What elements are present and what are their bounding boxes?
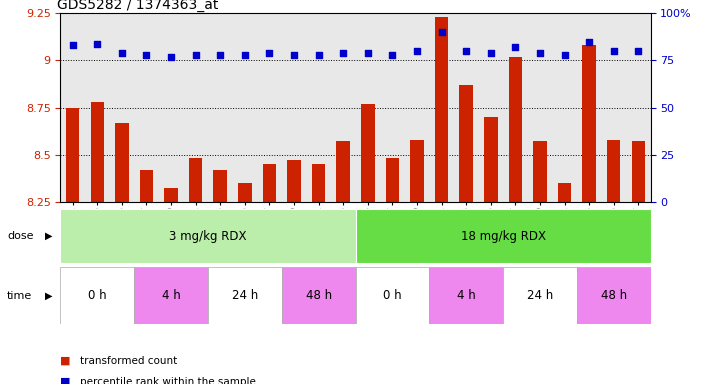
- Bar: [90, 102, 104, 202]
- Text: time: time: [7, 291, 33, 301]
- Point: [141, 52, 152, 58]
- Point: [289, 52, 300, 58]
- Bar: [140, 170, 154, 202]
- Text: 3 mg/kg RDX: 3 mg/kg RDX: [169, 230, 247, 243]
- Text: 18 mg/kg RDX: 18 mg/kg RDX: [461, 230, 545, 243]
- Point: [559, 52, 570, 58]
- Bar: [262, 164, 276, 202]
- Point: [510, 44, 521, 50]
- Point: [215, 52, 226, 58]
- Bar: [557, 183, 571, 202]
- Point: [485, 50, 496, 56]
- Point: [116, 50, 127, 56]
- Text: ■: ■: [60, 377, 71, 384]
- Bar: [282, 267, 356, 324]
- Bar: [356, 267, 429, 324]
- Bar: [312, 164, 326, 202]
- Text: 24 h: 24 h: [232, 289, 258, 302]
- Point: [92, 40, 103, 46]
- Text: 4 h: 4 h: [456, 289, 476, 302]
- Text: 0 h: 0 h: [383, 289, 402, 302]
- Text: 48 h: 48 h: [601, 289, 626, 302]
- Bar: [60, 267, 134, 324]
- Text: 48 h: 48 h: [306, 289, 331, 302]
- Point: [608, 48, 619, 54]
- Bar: [503, 267, 577, 324]
- Point: [584, 39, 595, 45]
- Bar: [115, 122, 129, 202]
- Text: transformed count: transformed count: [80, 356, 178, 366]
- Text: ▶: ▶: [45, 291, 53, 301]
- Bar: [361, 104, 375, 202]
- Bar: [533, 141, 547, 202]
- Point: [362, 50, 373, 56]
- Bar: [577, 267, 651, 324]
- Bar: [238, 183, 252, 202]
- Bar: [356, 209, 651, 263]
- Text: dose: dose: [7, 231, 33, 241]
- Point: [461, 48, 472, 54]
- Bar: [459, 85, 473, 202]
- Text: ▶: ▶: [45, 231, 53, 241]
- Point: [264, 50, 275, 56]
- Bar: [164, 189, 178, 202]
- Bar: [287, 160, 301, 202]
- Bar: [134, 267, 208, 324]
- Text: GDS5282 / 1374363_at: GDS5282 / 1374363_at: [57, 0, 218, 12]
- Text: 0 h: 0 h: [88, 289, 107, 302]
- Point: [239, 52, 250, 58]
- Bar: [385, 158, 399, 202]
- Bar: [213, 170, 227, 202]
- Bar: [435, 17, 449, 202]
- Point: [338, 50, 349, 56]
- Point: [67, 42, 78, 48]
- Bar: [189, 158, 203, 202]
- Bar: [410, 139, 424, 202]
- Bar: [336, 141, 350, 202]
- Point: [436, 29, 447, 35]
- Bar: [582, 45, 596, 202]
- Point: [411, 48, 422, 54]
- Bar: [631, 141, 645, 202]
- Bar: [607, 139, 621, 202]
- Bar: [484, 117, 498, 202]
- Text: percentile rank within the sample: percentile rank within the sample: [80, 377, 256, 384]
- Point: [313, 52, 324, 58]
- Bar: [429, 267, 503, 324]
- Point: [190, 52, 201, 58]
- Text: ■: ■: [60, 356, 71, 366]
- Point: [166, 54, 177, 60]
- Bar: [508, 57, 522, 202]
- Text: 4 h: 4 h: [161, 289, 181, 302]
- Point: [534, 50, 545, 56]
- Bar: [208, 267, 282, 324]
- Bar: [60, 209, 356, 263]
- Text: 24 h: 24 h: [527, 289, 553, 302]
- Point: [387, 52, 398, 58]
- Point: [633, 48, 644, 54]
- Bar: [66, 108, 80, 202]
